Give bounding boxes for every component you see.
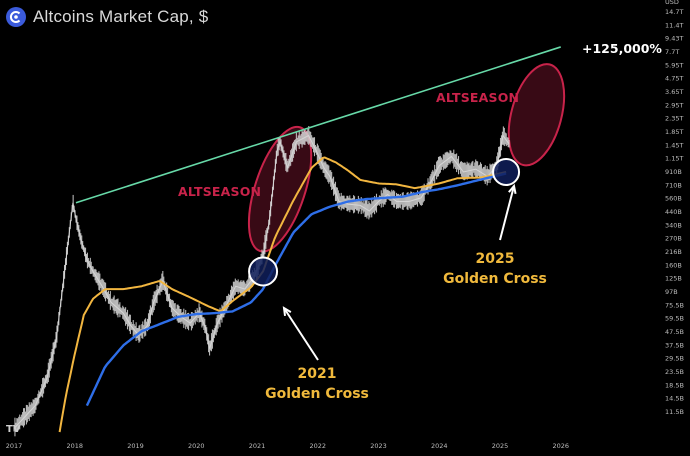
y-tick-label: 5.95T	[665, 61, 683, 69]
x-tick-label: 2020	[188, 442, 205, 450]
x-tick-label: 2024	[431, 442, 448, 450]
coin-logo-icon	[6, 7, 26, 27]
y-tick-label: 11.5B	[665, 408, 684, 416]
golden-cross-2025-year: 2025	[475, 251, 515, 267]
golden-cross-2021-circle	[248, 256, 279, 287]
currency-label: USD	[665, 0, 679, 6]
title-bar: Altcoins Market Cap, $	[6, 6, 208, 28]
y-tick-label: 18.5B	[665, 381, 684, 389]
x-tick-label: 2019	[127, 442, 144, 450]
y-tick-label: 7.7T	[665, 48, 679, 56]
golden-cross-2025-text: Golden Cross	[443, 271, 547, 287]
y-tick-label: 560B	[665, 195, 682, 203]
golden-cross-2021-text: Golden Cross	[265, 386, 369, 402]
x-tick-label: 2025	[492, 442, 509, 450]
arrow-2025-shaft	[499, 185, 515, 241]
altseason-label-2021: ALTSEASON	[178, 184, 262, 199]
y-tick-label: 270B	[665, 235, 682, 243]
y-tick-label: 97B	[665, 288, 678, 296]
y-tick-label: 440B	[665, 208, 682, 216]
moving-average-short-line	[58, 156, 507, 433]
y-tick-label: 1.15T	[665, 155, 683, 163]
y-tick-label: 29.5B	[665, 355, 684, 363]
x-tick-label: 2021	[249, 442, 266, 450]
y-tick-label: 47.5B	[665, 328, 684, 336]
y-tick-label: 1.85T	[665, 128, 683, 136]
x-tick-label: 2022	[309, 442, 326, 450]
y-tick-label: 11.4T	[665, 21, 683, 29]
y-tick-label: 4.75T	[665, 75, 683, 83]
gain-label: +125,000%	[582, 41, 662, 56]
y-tick-label: 1.45T	[665, 141, 683, 149]
y-tick-label: 14.7T	[665, 8, 683, 16]
x-tick-label: 2026	[552, 442, 569, 450]
x-tick-label: 2017	[6, 442, 23, 450]
golden-cross-2025-label: 2025 Golden Cross	[440, 249, 550, 289]
y-tick-label: 2.95T	[665, 101, 683, 109]
y-tick-label: 37.5B	[665, 341, 684, 349]
altseason-label-2025: ALTSEASON	[436, 90, 520, 105]
golden-cross-2021-year: 2021	[297, 366, 337, 382]
tradingview-watermark: TV	[6, 424, 21, 435]
y-tick-label: 23.5B	[665, 368, 684, 376]
y-tick-label: 216B	[665, 248, 682, 256]
y-tick-label: 14.5B	[665, 395, 684, 403]
y-tick-label: 59.5B	[665, 315, 684, 323]
chart-title: Altcoins Market Cap, $	[33, 7, 209, 26]
y-tick-label: 160B	[665, 261, 682, 269]
y-tick-label: 125B	[665, 275, 682, 283]
arrow-2025-head	[508, 183, 517, 195]
y-tick-label: 9.43T	[665, 35, 683, 43]
altseason-ellipse-2021	[247, 125, 313, 253]
y-tick-label: 3.65T	[665, 88, 683, 96]
golden-cross-2025-circle	[492, 157, 521, 186]
y-tick-label: 910B	[665, 168, 682, 176]
y-tick-label: 75.5B	[665, 301, 684, 309]
y-tick-label: 340B	[665, 221, 682, 229]
y-tick-label: 2.35T	[665, 115, 683, 123]
x-tick-label: 2018	[66, 442, 83, 450]
resistance-trendline	[75, 46, 561, 204]
arrow-2021-head	[282, 306, 292, 317]
golden-cross-2021-label: 2021 Golden Cross	[262, 364, 372, 404]
moving-average-long-line	[85, 172, 507, 407]
arrow-2021-shaft	[283, 307, 319, 361]
x-tick-label: 2023	[370, 442, 387, 450]
altseason-ellipse-2025	[507, 63, 566, 167]
y-tick-label: 710B	[665, 181, 682, 189]
